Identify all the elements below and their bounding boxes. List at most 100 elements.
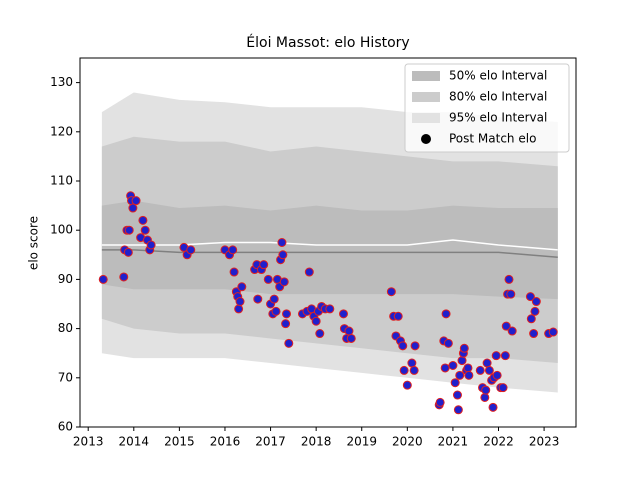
match-point bbox=[435, 397, 445, 407]
match-point bbox=[315, 329, 325, 339]
interval-band bbox=[101, 200, 558, 300]
match-point bbox=[459, 343, 469, 353]
legend-label: 50% elo Interval bbox=[449, 69, 547, 83]
match-point bbox=[253, 294, 263, 304]
match-point bbox=[484, 365, 494, 375]
match-point bbox=[237, 282, 247, 292]
match-point bbox=[234, 304, 244, 314]
match-point bbox=[500, 351, 510, 361]
x-tick-label: 2021 bbox=[438, 435, 469, 449]
match-point bbox=[284, 338, 294, 348]
match-point bbox=[138, 215, 148, 225]
x-tick-label: 2017 bbox=[255, 435, 286, 449]
legend-label: 95% elo Interval bbox=[449, 111, 547, 125]
match-point bbox=[410, 341, 420, 351]
y-tick-label: 70 bbox=[58, 370, 73, 384]
match-point bbox=[235, 297, 245, 307]
match-point bbox=[123, 247, 133, 257]
legend-swatch bbox=[412, 71, 440, 81]
match-point bbox=[463, 363, 473, 373]
match-point bbox=[278, 250, 288, 260]
match-point bbox=[526, 314, 536, 324]
match-point bbox=[504, 274, 514, 284]
x-tick-label: 2016 bbox=[210, 435, 241, 449]
match-point bbox=[186, 245, 196, 255]
match-point bbox=[481, 385, 491, 395]
match-point bbox=[453, 405, 463, 415]
match-point bbox=[488, 402, 498, 412]
match-point bbox=[506, 289, 516, 299]
legend-label: 80% elo Interval bbox=[449, 90, 547, 104]
x-tick-label: 2019 bbox=[346, 435, 377, 449]
match-point bbox=[548, 327, 558, 337]
x-tick-label: 2023 bbox=[529, 435, 560, 449]
x-tick-label: 2014 bbox=[119, 435, 150, 449]
y-axis-label: elo score bbox=[27, 216, 41, 270]
match-point bbox=[128, 203, 138, 213]
match-point bbox=[131, 196, 141, 206]
match-point bbox=[448, 361, 458, 370]
y-tick-label: 120 bbox=[50, 124, 73, 138]
match-point bbox=[339, 309, 348, 319]
match-point bbox=[386, 287, 396, 297]
match-point bbox=[98, 274, 108, 284]
match-point bbox=[398, 341, 408, 351]
match-point bbox=[480, 392, 490, 402]
match-point bbox=[140, 225, 150, 235]
match-point bbox=[399, 365, 409, 375]
legend: 50% elo Interval 80% elo Interval 95% elo … bbox=[404, 63, 570, 153]
match-point bbox=[282, 309, 292, 319]
x-tick-label: 2022 bbox=[483, 435, 514, 449]
y-tick-label: 80 bbox=[58, 321, 73, 335]
match-point bbox=[228, 245, 238, 255]
y-tick-label: 110 bbox=[50, 174, 73, 188]
legend-box bbox=[404, 63, 570, 153]
match-point bbox=[277, 238, 287, 247]
match-point bbox=[344, 326, 354, 336]
legend-label: Post Match elo bbox=[449, 132, 536, 146]
match-point bbox=[457, 356, 467, 366]
match-point bbox=[531, 297, 541, 307]
match-point bbox=[525, 292, 535, 302]
match-point bbox=[530, 306, 540, 316]
match-point bbox=[482, 358, 492, 368]
match-point bbox=[325, 304, 335, 314]
match-point bbox=[507, 326, 517, 336]
match-point bbox=[304, 267, 314, 277]
match-point bbox=[346, 333, 356, 343]
match-point bbox=[229, 267, 239, 277]
match-point bbox=[281, 319, 291, 329]
match-point bbox=[119, 272, 129, 282]
match-point bbox=[464, 370, 474, 380]
match-point bbox=[393, 311, 403, 321]
match-point bbox=[455, 370, 465, 380]
match-point bbox=[402, 380, 412, 390]
match-point bbox=[475, 365, 485, 375]
match-point bbox=[269, 294, 279, 304]
plot-frame bbox=[79, 57, 577, 428]
match-point bbox=[491, 351, 501, 361]
y-tick-label: 90 bbox=[58, 272, 73, 286]
y-tick-label: 100 bbox=[50, 223, 73, 237]
match-point bbox=[271, 306, 281, 316]
match-point bbox=[263, 274, 273, 284]
x-tick-label: 2018 bbox=[301, 435, 332, 449]
legend-swatch bbox=[412, 113, 440, 123]
match-point bbox=[146, 240, 156, 250]
match-point bbox=[443, 338, 453, 348]
x-tick-label: 2020 bbox=[392, 435, 423, 449]
match-point bbox=[124, 225, 134, 235]
legend-swatch bbox=[412, 92, 440, 102]
match-point bbox=[450, 378, 460, 388]
match-point bbox=[501, 321, 511, 331]
match-point bbox=[407, 358, 417, 368]
elo-line bbox=[101, 239, 558, 251]
match-point bbox=[311, 316, 321, 326]
x-tick-label: 2013 bbox=[73, 435, 104, 449]
elo-line bbox=[101, 249, 558, 259]
match-point bbox=[452, 390, 462, 400]
match-point bbox=[441, 309, 451, 319]
y-tick-label: 130 bbox=[50, 75, 73, 89]
match-point bbox=[440, 363, 450, 373]
